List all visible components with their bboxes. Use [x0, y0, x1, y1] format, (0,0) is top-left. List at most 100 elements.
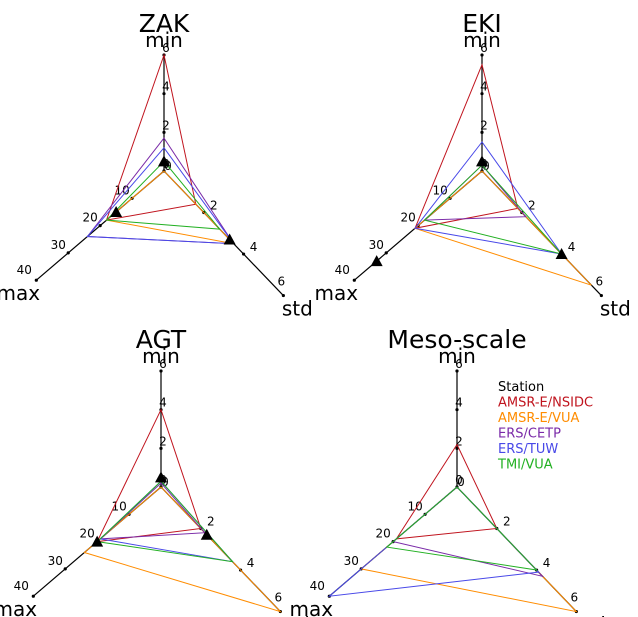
station-marker-std	[200, 528, 213, 540]
tick-label-min: 2	[455, 434, 463, 448]
series-tmi-vua	[385, 486, 538, 571]
tick-label-max: 20	[80, 527, 95, 541]
tick-label-max: 20	[376, 527, 391, 541]
series-amsr-e-vua	[105, 170, 236, 245]
series-amsr-e-vua	[360, 486, 578, 613]
station-marker-max	[91, 535, 104, 547]
tick-label-max: 40	[14, 579, 29, 593]
tick-dot	[31, 594, 35, 598]
tick-label-max: 30	[369, 238, 384, 252]
axis-label-std: std	[575, 613, 606, 617]
panel-title: EKI	[462, 9, 502, 38]
tick-label-min: 4	[455, 396, 463, 410]
station-marker-max	[370, 255, 383, 267]
tick-dot	[599, 293, 603, 298]
tick-label-std: 4	[568, 240, 576, 254]
radar-panel-meso-scale: Meso-scaleminmaxstd0246102030402460	[290, 325, 606, 617]
panel-title: ZAK	[139, 9, 190, 38]
tick-dot	[281, 293, 285, 298]
series-ers-cetp	[99, 482, 206, 540]
legend-entry: AMSR-E/NSIDC	[498, 396, 593, 411]
tick-dot	[455, 369, 459, 373]
tick-label-min: 0	[455, 473, 463, 487]
legend-entry: ERS/TUW	[498, 442, 558, 457]
axis-label-std: std	[282, 297, 313, 321]
tick-label-std: 6	[278, 275, 286, 289]
tick-label-min: 4	[480, 80, 488, 94]
axis-label-min: min	[142, 344, 180, 368]
tick-dot	[162, 92, 166, 96]
series-amsr-e-nsidc	[105, 53, 197, 221]
station-marker-max	[110, 205, 123, 217]
series-ers-tuw	[414, 141, 563, 255]
tick-label-min: 4	[162, 80, 170, 94]
legend-entry: TMI/VUA	[497, 458, 553, 473]
tick-label-std: 2	[528, 199, 536, 213]
tick-label-std: 6	[275, 591, 283, 605]
tick-label-max: 40	[310, 579, 325, 593]
series-ers-tuw	[86, 146, 235, 245]
tick-dot	[455, 408, 459, 412]
tick-label-min: 2	[162, 118, 170, 132]
series-amsr-e-vua	[83, 486, 283, 613]
tick-label-std: 4	[247, 556, 255, 570]
axis-label-max: max	[0, 281, 40, 305]
panel-title: AGT	[136, 325, 187, 354]
tick-label-min: 6	[162, 41, 170, 55]
legend-entry: ERS/CETP	[498, 427, 561, 442]
station-marker-std	[223, 233, 236, 245]
tick-label-max: 40	[335, 263, 350, 277]
series-ers-tuw	[327, 486, 540, 597]
series-tmi-vua	[105, 160, 221, 230]
tick-label-std: 4	[543, 556, 551, 570]
series-tmi-vua	[423, 164, 564, 255]
tick-label-max: 30	[344, 554, 359, 568]
tick-label-max: 10	[111, 499, 126, 513]
tick-label-min: 6	[480, 41, 488, 55]
tick-label-origin: 0	[457, 475, 465, 489]
tick-dot	[159, 446, 163, 450]
series-ers-cetp	[86, 137, 235, 245]
axis-label-max: max	[315, 281, 359, 305]
station-marker-min	[158, 155, 170, 167]
radar-panel-zak: ZAKminmaxstd0246102030402460	[0, 9, 313, 321]
tick-dot	[66, 251, 70, 255]
legend-entry: Station	[498, 380, 544, 395]
tick-label-std: 2	[207, 515, 215, 529]
tick-dot	[63, 567, 67, 571]
tick-dot	[241, 252, 246, 256]
tick-label-min: 4	[159, 396, 167, 410]
legend-entry: AMSR-E/VUA	[498, 411, 580, 426]
tick-label-max: 40	[17, 263, 32, 277]
tick-dot	[98, 224, 102, 228]
tick-label-std: 6	[596, 275, 604, 289]
tick-label-min: 6	[455, 357, 463, 371]
tick-label-max: 30	[51, 238, 66, 252]
tick-dot	[162, 130, 166, 134]
station-marker-std	[555, 248, 568, 260]
tick-dot	[480, 92, 484, 96]
axis-label-min: min	[463, 28, 501, 52]
axis-label-min: min	[438, 344, 476, 368]
axis-label-max: max	[0, 597, 37, 617]
tick-dot	[352, 278, 356, 282]
radar-panel-agt: AGTminmaxstd0246102030402460	[0, 325, 310, 617]
tick-label-std: 6	[571, 591, 579, 605]
series-amsr-e-vua	[413, 170, 592, 286]
axis-label-std: std	[600, 297, 631, 321]
tick-label-std: 2	[503, 515, 511, 529]
series-amsr-e-nsidc	[395, 443, 498, 540]
tick-label-min: 2	[159, 434, 167, 448]
series-amsr-e-nsidc	[414, 63, 519, 229]
axis-label-std: std	[279, 613, 310, 617]
tick-dot	[34, 278, 38, 282]
tick-label-max: 20	[401, 211, 416, 225]
tick-label-min: 2	[480, 118, 488, 132]
panel-title: Meso-scale	[387, 325, 526, 354]
tick-dot	[384, 251, 388, 255]
tick-dot	[159, 369, 163, 373]
tick-label-max: 20	[83, 211, 98, 225]
tick-label-max: 10	[432, 183, 447, 197]
tick-label-min: 6	[159, 357, 167, 371]
